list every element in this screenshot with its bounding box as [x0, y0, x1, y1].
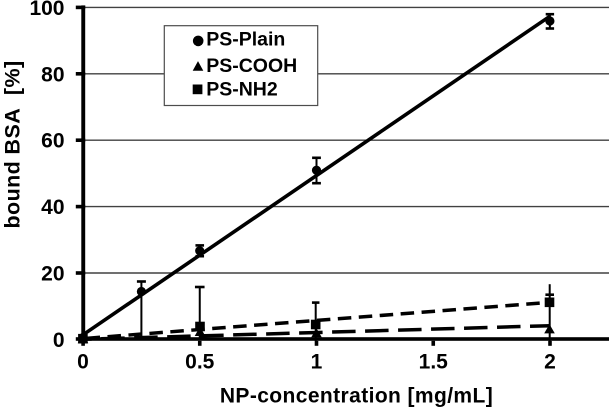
svg-text:bound BSA [%]: bound BSA [%]: [1, 60, 25, 228]
svg-text:0: 0: [53, 329, 65, 352]
svg-text:PS-NH2: PS-NH2: [206, 78, 278, 100]
svg-text:1: 1: [311, 351, 323, 374]
svg-text:0: 0: [77, 351, 89, 374]
svg-text:80: 80: [41, 63, 64, 86]
svg-text:1.5: 1.5: [419, 351, 449, 374]
svg-text:100: 100: [29, 0, 64, 20]
svg-text:NP-concentration [mg/mL]: NP-concentration [mg/mL]: [220, 385, 493, 408]
svg-text:40: 40: [41, 196, 64, 219]
svg-text:2: 2: [544, 351, 556, 374]
svg-text:20: 20: [41, 263, 64, 286]
svg-text:PS-Plain: PS-Plain: [206, 29, 285, 51]
svg-text:60: 60: [41, 130, 64, 153]
svg-text:PS-COOH: PS-COOH: [206, 55, 297, 77]
svg-text:0.5: 0.5: [185, 351, 215, 374]
